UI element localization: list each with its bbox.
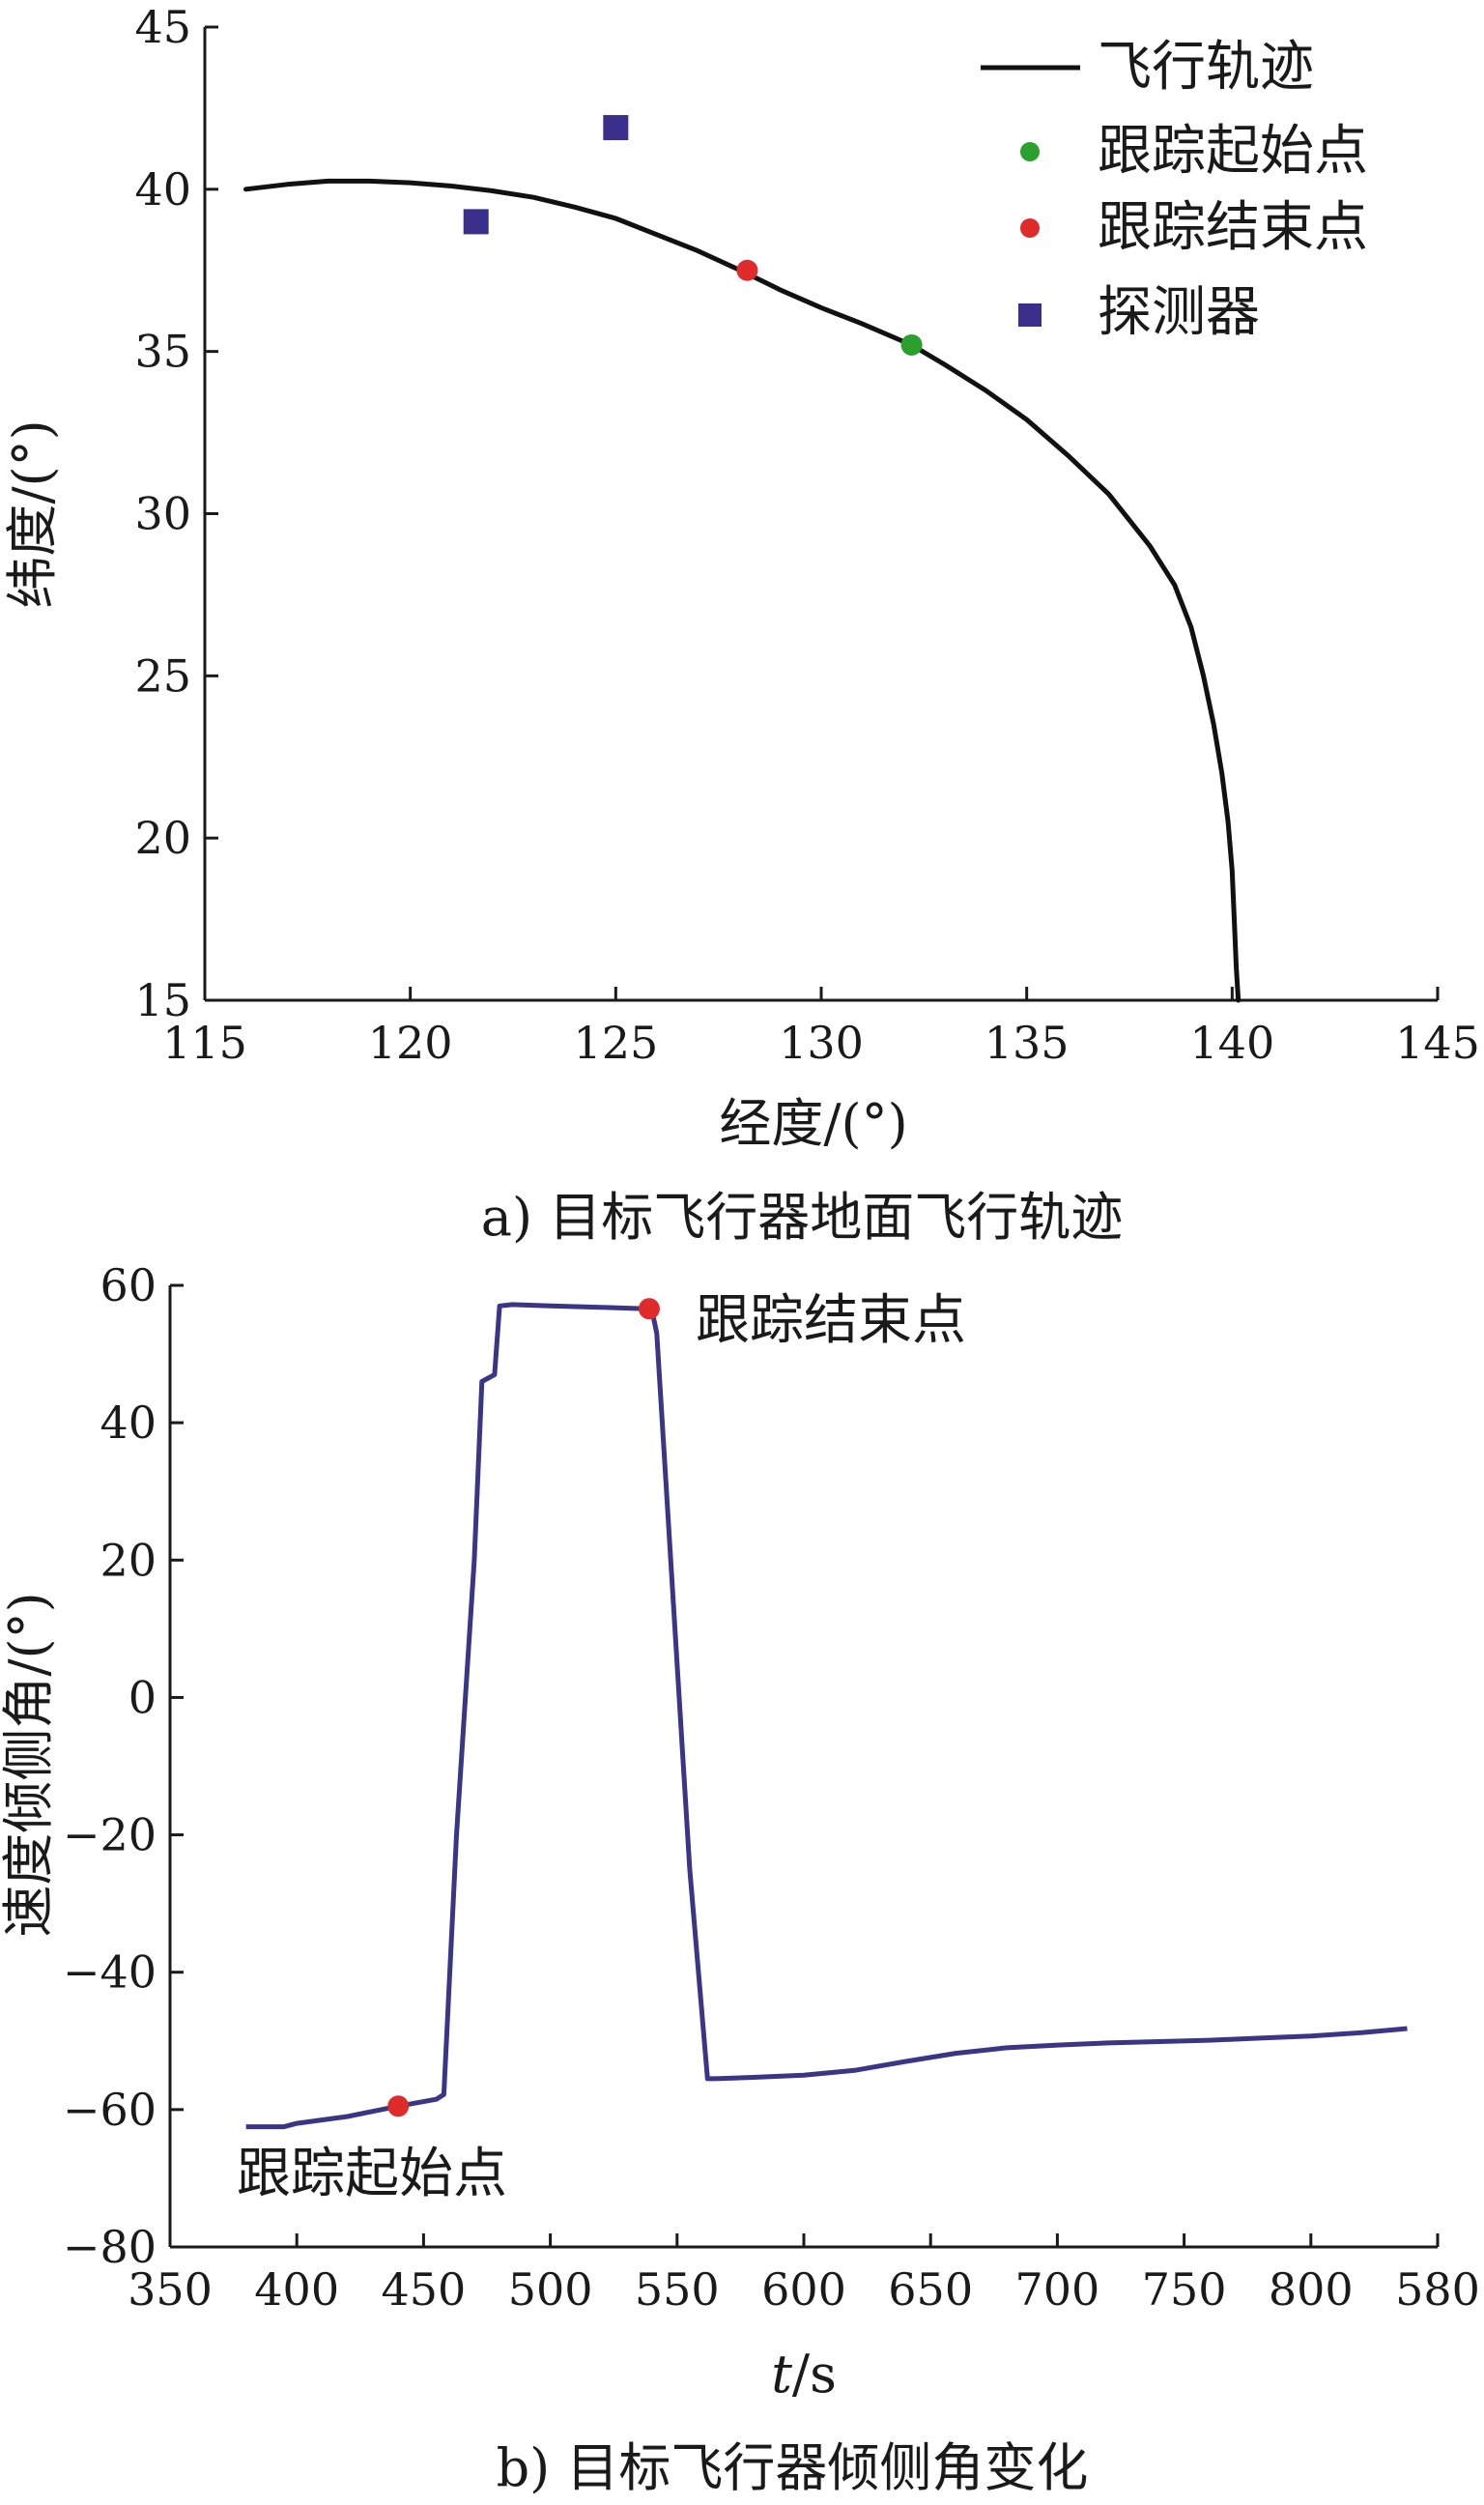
chart-a-x-tick-label: 130 bbox=[779, 1017, 864, 1069]
chart-b-x-label: t/s bbox=[771, 2344, 837, 2404]
chart-b-y-tick-label: 60 bbox=[100, 1259, 157, 1311]
chart-a-y-tick-label: 15 bbox=[134, 974, 191, 1026]
chart-a-y-tick-label: 30 bbox=[134, 488, 191, 540]
chart-b-y-tick-label: 40 bbox=[100, 1396, 157, 1449]
chart-b-x-tick-label: 550 bbox=[635, 2263, 720, 2316]
legend-label-start: 跟踪起始点 bbox=[1098, 120, 1368, 183]
chart-b-x-tick-label: 400 bbox=[254, 2263, 339, 2316]
chart-b-x-tick-label: 450 bbox=[381, 2263, 466, 2316]
chart-a-y-label: 纬度/(°) bbox=[2, 419, 63, 608]
chart-b-y-tick-label: −80 bbox=[63, 2221, 157, 2273]
bank-angle-line bbox=[245, 1302, 1408, 2130]
chart-a-y-tick-label: 20 bbox=[134, 812, 191, 864]
detector-marker bbox=[463, 209, 489, 235]
annotation-tracking-start: 跟踪起始点 bbox=[237, 2143, 507, 2205]
legend-label-end: 跟踪结束点 bbox=[1098, 196, 1368, 259]
tracking-end-marker bbox=[736, 259, 758, 281]
legend-swatch-detector bbox=[1018, 303, 1042, 327]
chart-b-y-tick-label: −40 bbox=[63, 1946, 157, 1999]
legend-swatch-start bbox=[1020, 142, 1040, 161]
chart-b-x-tick-label: 350 bbox=[128, 2263, 213, 2316]
tracking-start-marker bbox=[900, 333, 923, 356]
chart-b-x-tick-label: 650 bbox=[888, 2263, 973, 2316]
chart-b-y-tick-label: −60 bbox=[63, 2084, 157, 2136]
chart-b-x-label-unit: /s bbox=[792, 2344, 837, 2404]
annotation-tracking-end: 跟踪结束点 bbox=[696, 1289, 966, 1352]
legend-label-trajectory: 飞行轨迹 bbox=[1098, 36, 1314, 99]
chart-b-caption: b) 目标飞行器倾侧角变化 bbox=[497, 2437, 1089, 2498]
chart-a-y-tick-label: 35 bbox=[134, 326, 191, 378]
chart-b-x-tick-label: 500 bbox=[508, 2263, 593, 2316]
chart-a-y-tick-label: 40 bbox=[134, 163, 191, 216]
chart-b-x-tick-label: 700 bbox=[1014, 2263, 1099, 2316]
chart-a-x-tick-label: 125 bbox=[573, 1017, 658, 1069]
legend-swatch-end bbox=[1020, 218, 1040, 238]
chart-a-y-tick-label: 25 bbox=[134, 649, 191, 702]
chart-a-x-tick-label: 115 bbox=[162, 1017, 247, 1069]
chart-b-y-label: 速度倾侧角/(°) bbox=[0, 1592, 59, 1937]
chart-a-ticks: 115 120 125 130 135 140 145 15 20 25 30 35 40 45 bbox=[134, 1, 1479, 1069]
chart-a-y-tick-label: 45 bbox=[134, 1, 191, 53]
chart-b-y-tick-label: 20 bbox=[100, 1534, 157, 1586]
chart-a-x-tick-label: 120 bbox=[368, 1017, 453, 1069]
chart-b-x-tick-label: 750 bbox=[1142, 2263, 1227, 2316]
chart-b-x-label-var: t bbox=[771, 2344, 792, 2404]
chart-b-y-tick-label: 0 bbox=[128, 1671, 157, 1723]
detector-markers bbox=[463, 115, 629, 235]
chart-a-x-tick-label: 140 bbox=[1189, 1017, 1274, 1069]
chart-a: 115 120 125 130 135 140 145 15 20 25 30 35 40 45 经度/(… bbox=[2, 1, 1480, 1248]
chart-b-x-tick-label: 600 bbox=[761, 2263, 846, 2316]
chart-b-y-tick-label: −20 bbox=[63, 1809, 157, 1861]
trajectory-line bbox=[243, 178, 1241, 1003]
detector-marker bbox=[603, 115, 629, 141]
chart-a-x-tick-label: 145 bbox=[1395, 1017, 1480, 1069]
chart-a-x-tick-label: 135 bbox=[985, 1017, 1070, 1069]
chart-a-legend: 飞行轨迹 跟踪起始点 跟踪结束点 探测器 bbox=[981, 36, 1368, 344]
chart-b: 350 400 450 500 550 600 650 700 750 800 580−80−60−… bbox=[0, 1259, 1480, 2498]
tracking-start-marker bbox=[387, 2095, 410, 2117]
chart-a-x-label: 经度/(°) bbox=[719, 1093, 907, 1154]
legend-label-detector: 探测器 bbox=[1098, 281, 1260, 344]
tracking-end-marker bbox=[638, 1298, 660, 1320]
chart-b-x-tick-label: 800 bbox=[1269, 2263, 1354, 2316]
chart-b-ticks: 350 400 450 500 550 600 650 700 750 800 580−80−60−… bbox=[63, 1259, 1480, 2316]
chart-b-x-tick-label: 580 bbox=[1395, 2263, 1480, 2316]
chart-a-caption: a) 目标飞行器地面飞行轨迹 bbox=[481, 1187, 1123, 1248]
